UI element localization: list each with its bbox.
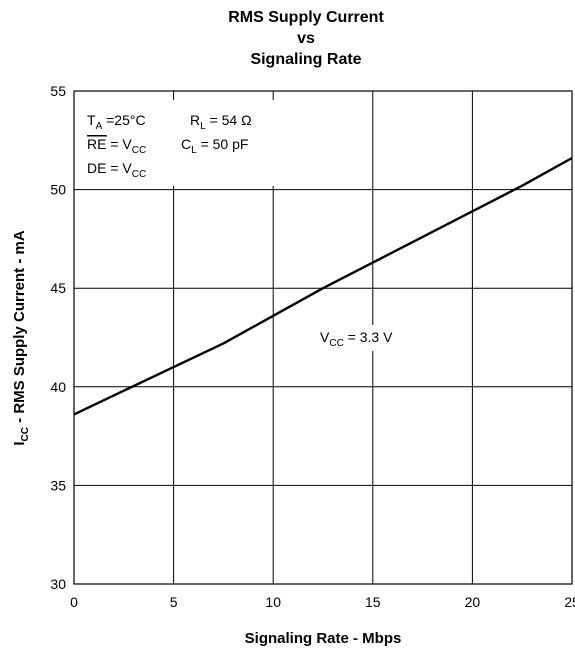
- conditions-box: [78, 100, 278, 186]
- y-tick-label: 50: [50, 182, 66, 198]
- x-tick-label: 5: [170, 594, 178, 610]
- condition-cl: CL = 50 pF: [181, 136, 248, 156]
- tick-labels: 0 5 10 15 20 25 30 35 40 45 50 55: [50, 83, 575, 610]
- series-label: VCC = 3.3 V: [320, 329, 393, 349]
- x-tick-label: 0: [70, 594, 78, 610]
- chart-title-line-2: vs: [297, 30, 315, 47]
- chart-title-line-3: Signaling Rate: [250, 51, 361, 68]
- y-tick-label: 55: [50, 83, 66, 99]
- y-axis-label: ICC - RMS Supply Current - mA: [11, 230, 31, 445]
- series-line: [73, 156, 573, 416]
- condition-re: RE = VCC: [87, 136, 146, 156]
- x-tick-label: 15: [365, 594, 381, 610]
- chart-title-line-1: RMS Supply Current: [228, 9, 384, 26]
- x-axis-label: Signaling Rate - Mbps: [245, 630, 402, 647]
- x-tick-label: 20: [465, 594, 481, 610]
- y-tick-label: 40: [50, 379, 66, 395]
- y-tick-label: 45: [50, 280, 66, 296]
- condition-ta: TA =25°C: [87, 112, 146, 132]
- y-tick-label: 35: [50, 477, 66, 493]
- series-label-bg: [316, 325, 418, 351]
- x-tick-label: 25: [564, 594, 575, 610]
- y-tick-label: 30: [50, 576, 66, 592]
- condition-rl: RL = 54 Ω: [190, 112, 252, 132]
- condition-de: DE = VCC: [87, 160, 146, 180]
- x-tick-label: 10: [265, 594, 281, 610]
- plot-border: [73, 90, 573, 585]
- series-layer: [73, 156, 573, 416]
